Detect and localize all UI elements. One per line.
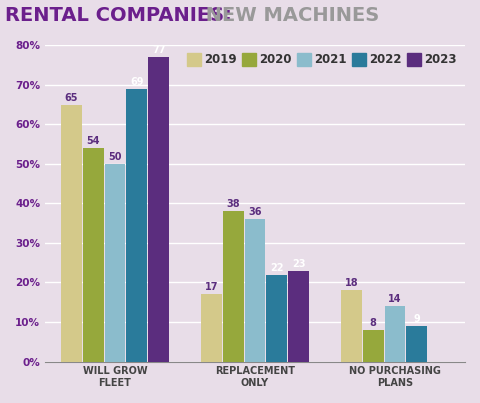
- Text: NEW MACHINES: NEW MACHINES: [199, 6, 380, 25]
- Bar: [266, 274, 288, 361]
- Bar: [105, 164, 125, 361]
- Text: 22: 22: [270, 263, 284, 272]
- Text: 69: 69: [130, 77, 144, 87]
- Bar: [407, 326, 427, 361]
- Bar: [83, 148, 104, 361]
- Bar: [384, 306, 406, 361]
- Bar: [288, 270, 309, 361]
- Text: 14: 14: [388, 294, 402, 304]
- Bar: [223, 211, 244, 361]
- Bar: [148, 57, 169, 361]
- Bar: [363, 330, 384, 361]
- Text: 23: 23: [292, 259, 305, 269]
- Bar: [201, 294, 222, 361]
- Bar: [126, 89, 147, 361]
- Text: 77: 77: [152, 45, 166, 55]
- Bar: [244, 219, 265, 361]
- Text: 54: 54: [86, 136, 100, 146]
- Text: RENTAL COMPANIES:: RENTAL COMPANIES:: [5, 6, 232, 25]
- Text: 17: 17: [204, 283, 218, 292]
- Text: 9: 9: [413, 314, 420, 324]
- Text: 38: 38: [227, 199, 240, 209]
- Text: 18: 18: [345, 278, 358, 289]
- Text: 8: 8: [370, 318, 377, 328]
- Text: 65: 65: [64, 93, 78, 102]
- Bar: [61, 104, 82, 361]
- Text: 50: 50: [108, 152, 122, 162]
- Bar: [341, 291, 362, 361]
- Text: 36: 36: [248, 207, 262, 217]
- Legend: 2019, 2020, 2021, 2022, 2023: 2019, 2020, 2021, 2022, 2023: [184, 51, 459, 69]
